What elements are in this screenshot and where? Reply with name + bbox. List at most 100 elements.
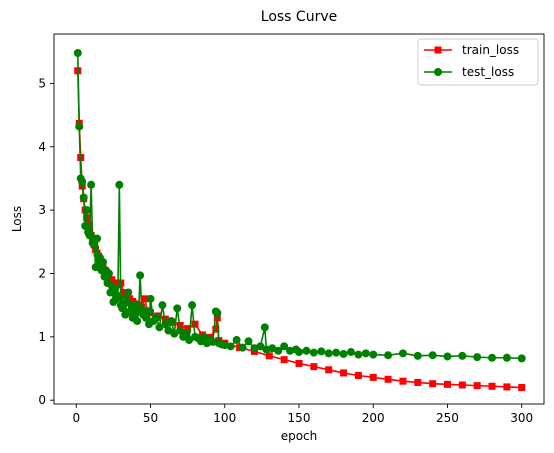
data-point xyxy=(99,258,107,267)
data-point xyxy=(369,350,378,359)
data-point xyxy=(173,304,182,313)
data-point xyxy=(220,341,229,350)
y-tick-label: 1 xyxy=(38,330,46,344)
legend-marker xyxy=(434,46,442,54)
data-point xyxy=(136,271,145,280)
data-point xyxy=(256,342,265,351)
data-point xyxy=(155,323,164,332)
data-point xyxy=(79,193,88,202)
data-point xyxy=(158,301,167,310)
y-axis: 0 1 2 3 4 5 xyxy=(38,76,54,407)
data-point xyxy=(185,336,194,345)
data-point xyxy=(346,348,355,357)
data-point xyxy=(120,288,128,296)
data-point xyxy=(73,49,82,58)
series-layer xyxy=(73,49,526,392)
data-point xyxy=(226,342,235,351)
data-point xyxy=(93,234,102,243)
data-point xyxy=(361,349,370,358)
data-point xyxy=(488,353,497,362)
y-tick-label: 3 xyxy=(38,203,46,217)
data-point xyxy=(191,320,199,328)
data-point xyxy=(176,326,185,335)
chart-title: Loss Curve xyxy=(261,9,337,25)
data-point xyxy=(141,295,149,303)
data-point xyxy=(488,382,496,390)
y-tick-label: 5 xyxy=(38,76,46,90)
data-point xyxy=(142,313,151,322)
data-point xyxy=(295,359,303,367)
data-point xyxy=(384,375,392,383)
data-point xyxy=(518,384,526,392)
data-point xyxy=(182,329,191,338)
data-point xyxy=(81,221,90,230)
data-point xyxy=(302,346,311,355)
data-point xyxy=(280,342,289,351)
data-point xyxy=(340,369,348,377)
data-point xyxy=(413,351,422,360)
legend-label: test_loss xyxy=(462,65,514,79)
x-tick-label: 150 xyxy=(288,411,311,425)
x-tick-label: 100 xyxy=(213,411,236,425)
data-point xyxy=(184,325,192,333)
data-point xyxy=(354,350,363,359)
data-point xyxy=(91,263,100,272)
data-point xyxy=(115,180,124,189)
data-point xyxy=(458,351,467,360)
y-axis-label: Loss xyxy=(10,206,24,232)
data-point xyxy=(399,377,407,385)
y-tick-label: 2 xyxy=(38,266,46,280)
data-point xyxy=(502,353,511,362)
data-point xyxy=(274,346,283,355)
data-point xyxy=(260,323,269,332)
data-point xyxy=(325,366,333,374)
series-test_loss xyxy=(73,49,526,363)
data-point xyxy=(354,371,362,379)
data-point xyxy=(131,301,140,310)
data-point xyxy=(517,354,526,363)
data-point xyxy=(75,122,84,131)
data-point xyxy=(414,378,422,386)
data-point xyxy=(118,304,127,313)
data-point xyxy=(443,352,452,361)
data-point xyxy=(339,349,348,358)
data-point xyxy=(369,373,377,381)
x-axis: 0 50 100 150 200 250 300 xyxy=(72,404,533,425)
legend-marker xyxy=(434,68,442,76)
data-point xyxy=(324,349,333,358)
data-point xyxy=(244,337,253,346)
plot-area xyxy=(53,33,545,405)
data-point xyxy=(124,288,133,297)
data-point xyxy=(146,294,155,303)
data-point xyxy=(332,348,341,357)
x-tick-label: 200 xyxy=(362,411,385,425)
data-point xyxy=(143,307,152,316)
legend-item: train_loss xyxy=(424,43,519,57)
legend: train_loss test_loss xyxy=(417,38,539,86)
data-point xyxy=(473,353,482,362)
data-point xyxy=(309,348,318,357)
data-point xyxy=(232,336,241,345)
data-point xyxy=(238,343,247,352)
data-point xyxy=(458,381,466,389)
x-axis-label: epoch xyxy=(281,429,318,443)
data-point xyxy=(113,291,122,300)
data-point xyxy=(280,356,288,364)
data-point xyxy=(82,206,91,215)
data-point xyxy=(384,351,393,360)
data-point xyxy=(310,363,318,371)
data-point xyxy=(443,380,451,388)
data-point xyxy=(398,349,407,358)
data-point xyxy=(92,245,100,253)
x-tick-label: 250 xyxy=(436,411,459,425)
data-point xyxy=(208,337,217,346)
data-point xyxy=(161,320,170,329)
y-tick-label: 0 xyxy=(38,393,46,407)
legend-label: train_loss xyxy=(462,43,519,57)
x-tick-label: 300 xyxy=(510,411,533,425)
data-point xyxy=(428,351,437,360)
data-point xyxy=(164,326,173,335)
data-point xyxy=(265,352,273,360)
data-point xyxy=(262,345,271,354)
